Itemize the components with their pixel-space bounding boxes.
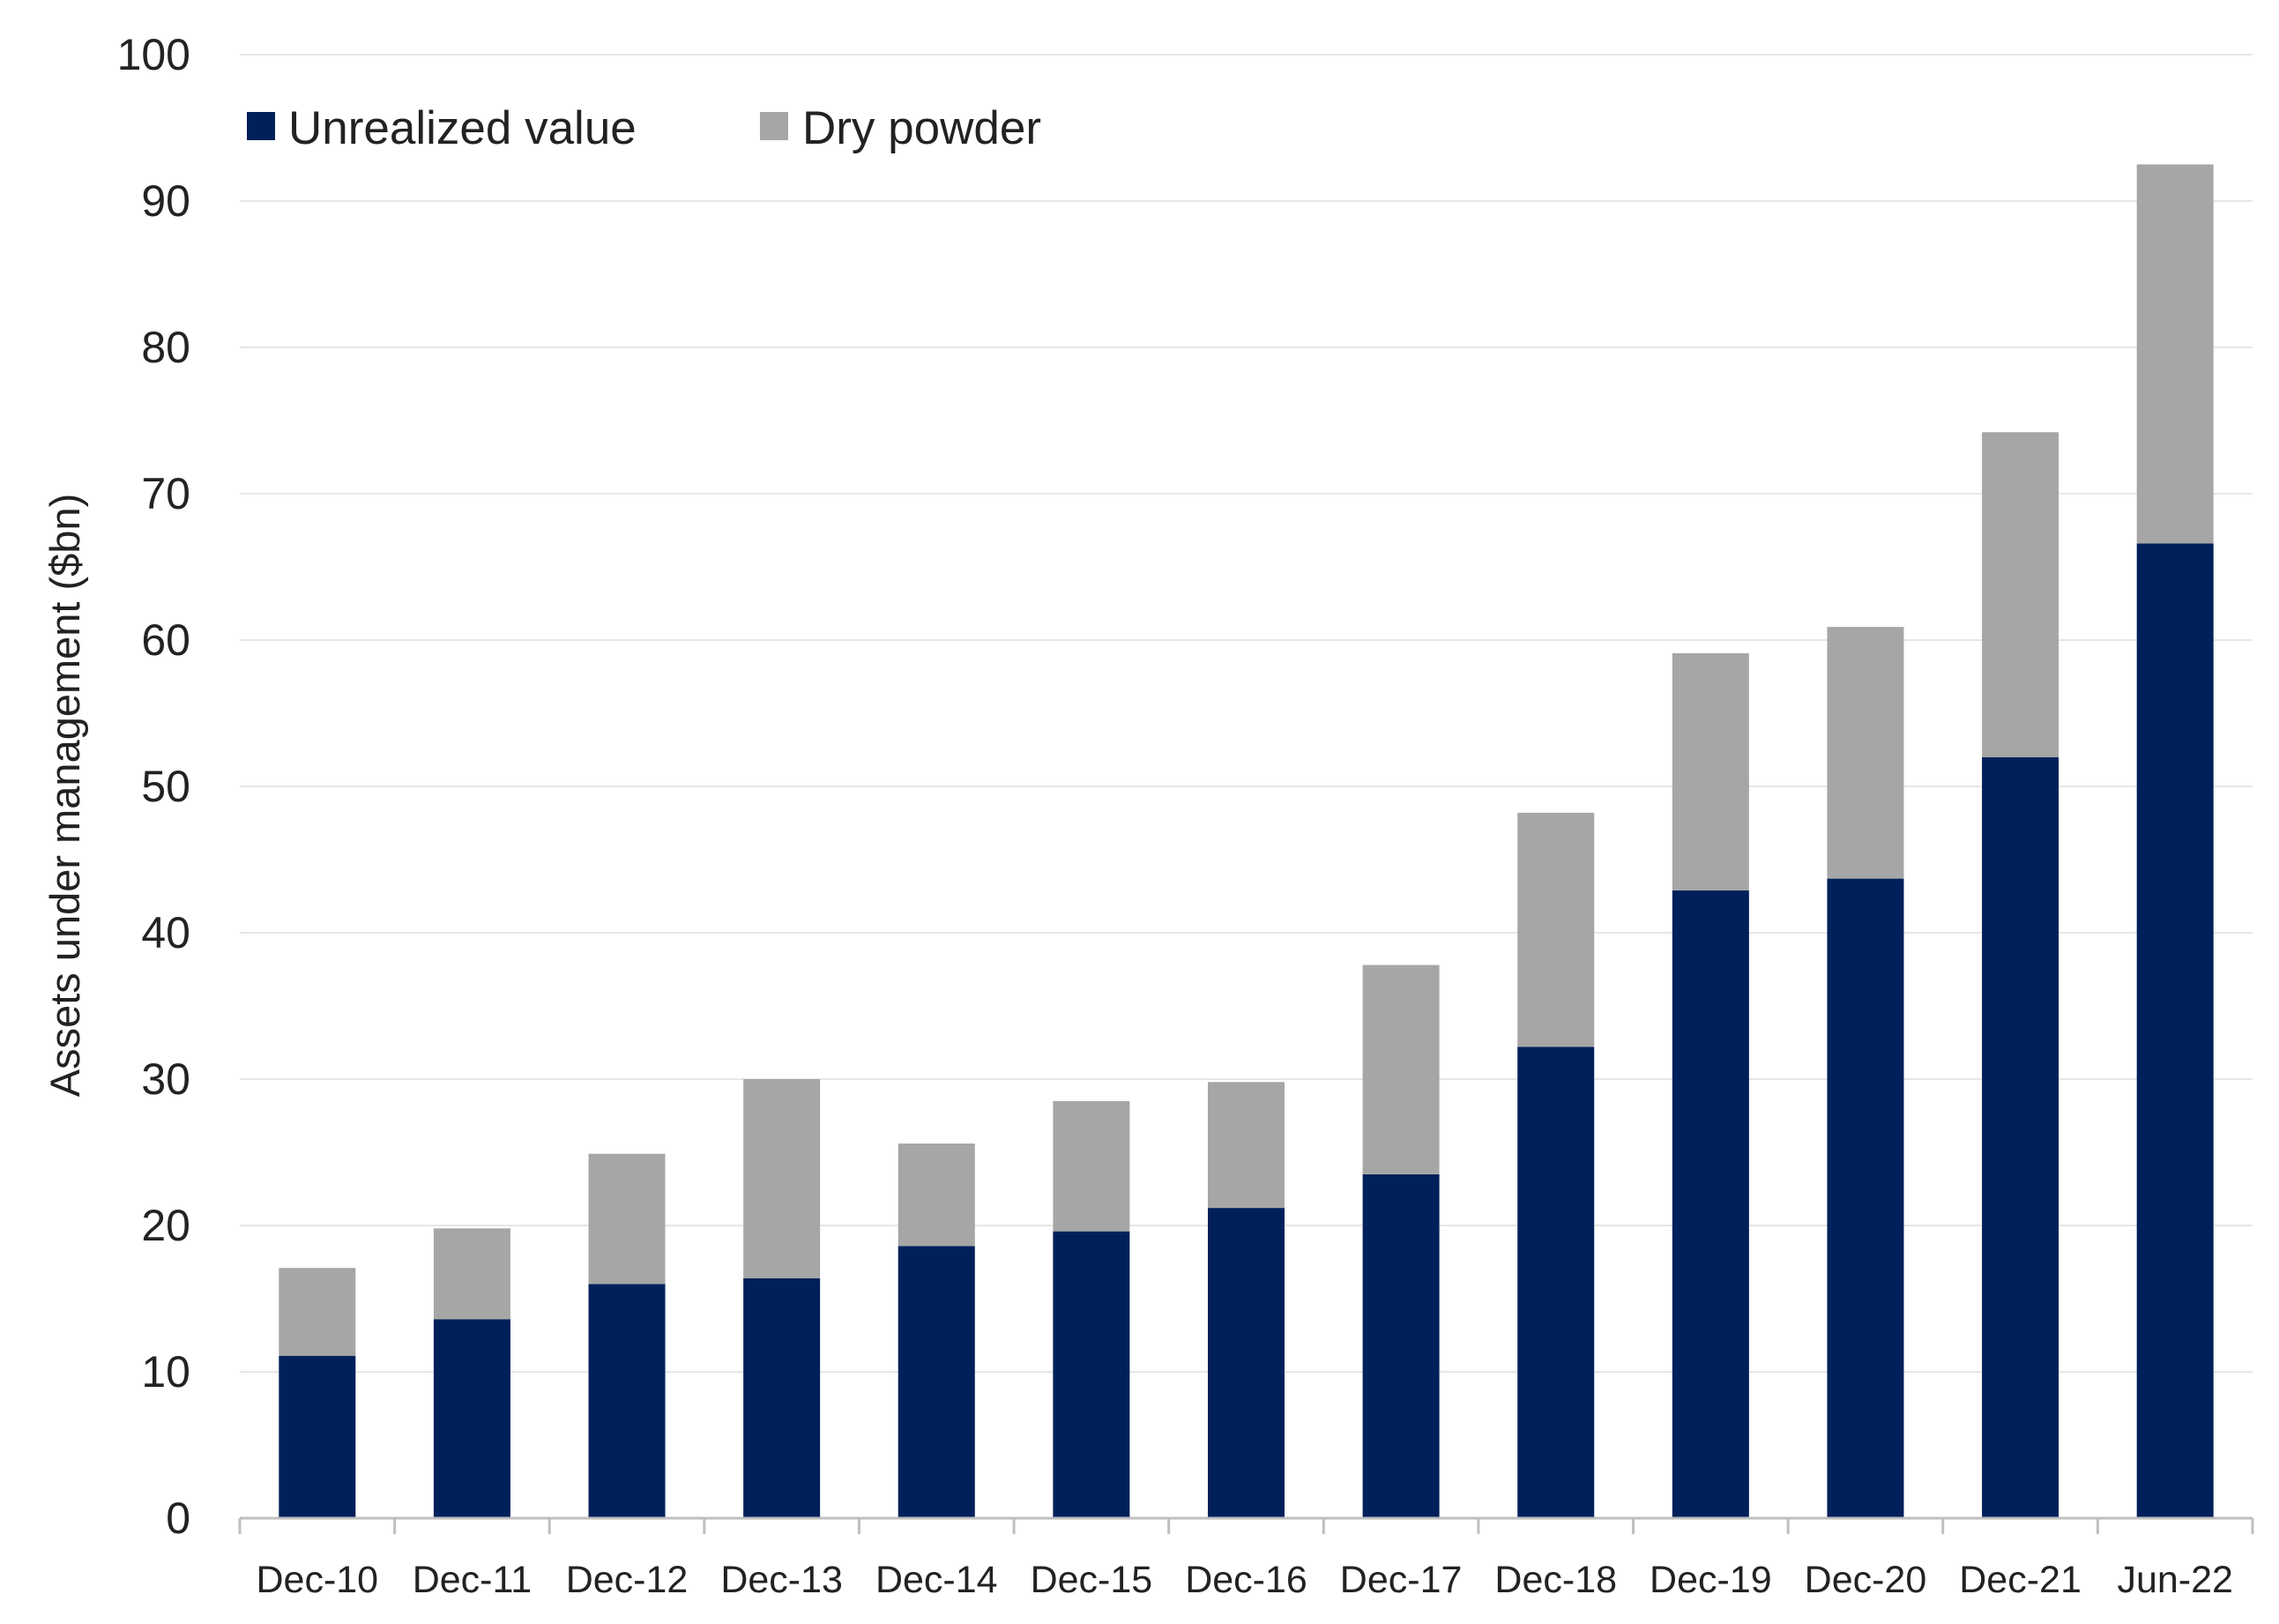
x-tick-label: Dec-15 [1031,1559,1153,1601]
bar-dry-powder-dec-10 [279,1268,356,1356]
legend-label-unrealized-value: Unrealized value [288,102,637,154]
bar-dry-powder-dec-21 [1982,432,2059,757]
x-tick-label: Dec-10 [256,1559,378,1601]
y-tick-label: 30 [141,1054,190,1104]
bar-dry-powder-dec-20 [1827,627,1904,879]
bar-unrealized-value-dec-18 [1517,1047,1595,1518]
legend-label-dry-powder: Dry powder [802,102,1041,154]
y-tick-label: 70 [141,469,190,518]
y-tick-label: 40 [141,908,190,957]
x-tick-label: Dec-16 [1185,1559,1307,1601]
bar-unrealized-value-dec-20 [1827,878,1904,1518]
gridlines [240,54,2253,1373]
bar-dry-powder-jun-22 [2136,164,2214,544]
bar-dry-powder-dec-11 [433,1228,510,1320]
y-tick-label: 100 [117,30,190,79]
y-tick-label: 0 [166,1494,190,1543]
y-tick-label: 80 [141,323,190,372]
bar-unrealized-value-dec-15 [1053,1231,1130,1518]
y-tick-label: 90 [141,176,190,226]
bar-unrealized-value-dec-11 [433,1319,510,1518]
bar-unrealized-value-dec-12 [588,1284,666,1518]
x-tick-label: Dec-11 [413,1559,532,1601]
bar-unrealized-value-dec-14 [897,1246,975,1518]
bar-unrealized-value-dec-16 [1208,1208,1285,1518]
x-tick-label: Dec-13 [720,1559,843,1601]
bar-unrealized-value-jun-22 [2136,543,2214,1519]
legend: Unrealized value Dry powder [247,102,1041,154]
x-tick-label: Dec-19 [1650,1559,1772,1601]
legend-swatch-dry-powder [760,112,788,140]
y-tick-label: 20 [141,1201,190,1250]
bar-unrealized-value-dec-19 [1672,890,1749,1518]
x-tick-label: Dec-18 [1494,1559,1617,1601]
bar-dry-powder-dec-18 [1517,812,1595,1047]
y-axis-title: Assets under management ($bn) [41,494,88,1097]
x-tick-label: Dec-21 [1959,1559,2082,1601]
x-tick-label: Dec-12 [566,1559,689,1601]
bar-dry-powder-dec-12 [588,1153,666,1285]
bar-dry-powder-dec-16 [1208,1082,1285,1209]
x-tick-label: Dec-20 [1805,1559,1927,1601]
x-tick-label: Dec-14 [875,1559,998,1601]
bar-unrealized-value-dec-10 [279,1355,356,1518]
bar-dry-powder-dec-14 [897,1144,975,1247]
bars [279,164,2214,1519]
axes: 0 10 20 30 40 50 60 70 80 90 100 Dec-10 Dec-11 Dec-12… [117,30,2254,1601]
bar-unrealized-value-dec-21 [1982,756,2059,1518]
bar-unrealized-value-dec-17 [1362,1173,1440,1518]
x-tick-label: Jun-22 [2117,1559,2232,1601]
bar-dry-powder-dec-15 [1053,1100,1130,1232]
x-tick-label: Dec-17 [1340,1559,1463,1601]
y-tick-label: 50 [141,762,190,811]
y-tick-label: 10 [141,1347,190,1397]
bar-dry-powder-dec-13 [743,1079,821,1278]
bar-dry-powder-dec-17 [1362,965,1440,1174]
bar-unrealized-value-dec-13 [743,1278,821,1518]
y-tick-label: 60 [141,615,190,665]
bar-dry-powder-dec-19 [1672,652,1749,890]
legend-swatch-unrealized-value [247,112,275,140]
